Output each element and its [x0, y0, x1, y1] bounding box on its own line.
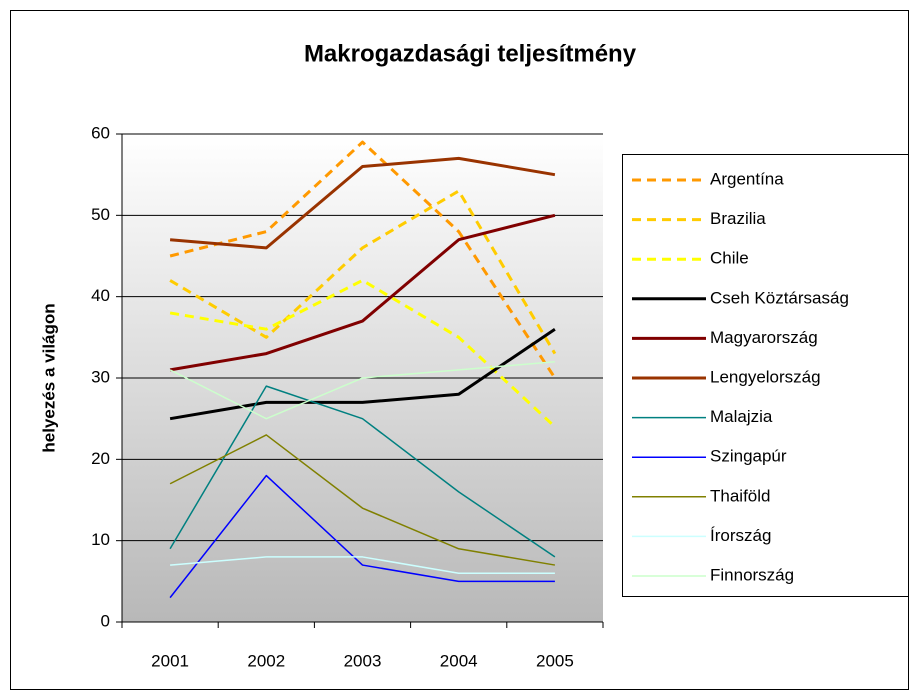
y-tick-label: 50 — [91, 205, 110, 224]
series-line — [169, 474, 555, 599]
y-axis-label: helyezés a világon — [39, 303, 58, 452]
series-line — [169, 360, 555, 420]
legend-label: Finnország — [710, 565, 794, 584]
legend-label: Írország — [710, 526, 771, 545]
legend-label: Chile — [710, 249, 749, 268]
chart-title: Makrogazdasági teljesítmény — [304, 40, 637, 67]
x-tick-label: 2005 — [536, 651, 574, 670]
series-line — [169, 156, 556, 250]
y-tick-label: 30 — [91, 367, 110, 386]
y-tick-label: 10 — [91, 530, 110, 549]
legend-label: Cseh Köztársaság — [710, 288, 849, 307]
y-tick-label: 0 — [101, 611, 110, 630]
x-tick-label: 2003 — [344, 651, 382, 670]
x-tick-label: 2001 — [151, 651, 189, 670]
series-line — [170, 556, 555, 574]
legend-label: Thaiföld — [710, 486, 770, 505]
x-tick-label: 2002 — [247, 651, 285, 670]
series-line — [169, 213, 556, 372]
y-tick-label: 40 — [91, 286, 110, 305]
series-line — [169, 434, 556, 566]
y-tick-label: 60 — [91, 123, 110, 142]
legend-label: Magyarország — [710, 328, 818, 347]
x-tick-label: 2004 — [440, 651, 478, 670]
series-line — [169, 140, 557, 379]
series-line — [169, 327, 556, 421]
legend-box — [622, 154, 909, 597]
series-line — [169, 385, 556, 558]
legend-label: Szingapúr — [710, 447, 787, 466]
y-tick-label: 20 — [91, 449, 110, 468]
series-line — [169, 189, 557, 355]
legend-label: Argentína — [710, 169, 784, 188]
legend-label: Brazilia — [710, 209, 766, 228]
legend-label: Lengyelország — [710, 367, 821, 386]
legend-label: Malajzia — [710, 407, 773, 426]
